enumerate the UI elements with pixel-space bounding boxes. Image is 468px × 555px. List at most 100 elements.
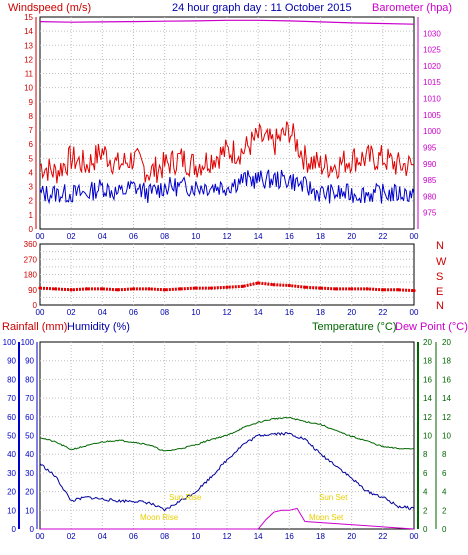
x-tick-label: 22 (378, 532, 387, 541)
x-tick-label: 16 (285, 532, 294, 541)
average-wind-line (39, 169, 415, 205)
barometer-tick-label: 1000 (423, 127, 441, 136)
dewpoint-tick-label: 4 (442, 488, 447, 497)
x-tick-label: 18 (316, 532, 325, 541)
temperature-tick-label: 14 (423, 394, 432, 403)
direction-point (318, 286, 323, 290)
x-tick-label: 22 (378, 232, 387, 241)
direction-point (131, 287, 136, 291)
rainfall-tick-label: 60 (7, 413, 16, 422)
temperature-tick-label: 6 (423, 469, 428, 478)
direction-point (240, 284, 245, 288)
x-tick-label: 22 (378, 308, 387, 317)
humidity-tick-label: 30 (25, 469, 34, 478)
dewpoint-tick-label: 12 (442, 413, 451, 422)
windspeed-tick-label: 13 (24, 41, 33, 50)
x-tick-label: 00 (36, 308, 45, 317)
windspeed-tick-label: 11 (25, 70, 34, 79)
x-tick-label: 08 (160, 532, 169, 541)
direction-tick-label: 360 (24, 240, 38, 249)
x-tick-label: 06 (129, 232, 138, 241)
rainfall-line (40, 507, 415, 530)
humidity-tick-label: 50 (25, 432, 34, 441)
direction-point (303, 285, 307, 289)
direction-point (334, 287, 338, 291)
direction-point (69, 288, 73, 292)
sun-set-label: Sun Set (319, 493, 348, 502)
rainfall-tick-label: 10 (7, 506, 16, 515)
barometer-tick-label: 980 (423, 192, 437, 201)
windspeed-tick-label: 2 (29, 197, 34, 206)
direction-point (381, 288, 385, 292)
windspeed-tick-label: 6 (29, 140, 34, 149)
dewpoint-tick-label: 20 (442, 338, 451, 347)
rainfall-tick-label: 40 (7, 450, 16, 459)
direction-point (256, 281, 260, 285)
x-tick-label: 14 (254, 532, 263, 541)
rainfall-tick-label: 30 (7, 469, 16, 478)
moon-set-label: Moon Set (309, 513, 344, 522)
humidity-tick-label: 60 (25, 413, 34, 422)
humidity-tick-label: 0 (30, 525, 35, 534)
x-tick-label: 18 (316, 232, 325, 241)
graph-day-title: 24 hour graph day : 11 October 2015 (172, 2, 352, 14)
humidity-title: Humidity (%) (67, 321, 130, 333)
temperature-tick-label: 4 (423, 488, 428, 497)
temperature-tick-label: 0 (423, 525, 428, 534)
barometer-tick-label: 1010 (423, 95, 441, 104)
direction-point (147, 287, 151, 291)
x-tick-label: 10 (191, 308, 200, 317)
windspeed-tick-label: 5 (29, 154, 34, 163)
direction-point (85, 287, 89, 291)
x-tick-label: 16 (285, 232, 294, 241)
direction-point (396, 288, 401, 292)
x-tick-label: 14 (254, 308, 263, 317)
windspeed-tick-label: 14 (24, 27, 33, 36)
rainfall-tick-label: 0 (12, 525, 17, 534)
rainfall-tick-label: 100 (3, 338, 17, 347)
direction-label-s: S (436, 271, 443, 283)
direction-point (225, 285, 229, 289)
direction-point (163, 288, 167, 292)
x-tick-label: 02 (67, 232, 76, 241)
direction-label-w: W (436, 256, 447, 268)
dewpoint-tick-label: 0 (442, 525, 447, 534)
temperature-line (39, 416, 415, 452)
direction-label-e: E (436, 286, 443, 298)
direction-tick-label: 0 (33, 301, 38, 310)
direction-point (272, 283, 276, 287)
rainfall-tick-label: 50 (7, 432, 16, 441)
rainfall-tick-label: 90 (7, 357, 16, 366)
humidity-tick-label: 70 (25, 394, 34, 403)
humidity-tick-label: 40 (25, 450, 34, 459)
windspeed-tick-label: 7 (29, 126, 34, 135)
dewpoint-tick-label: 6 (442, 469, 447, 478)
x-tick-label: 04 (98, 308, 107, 317)
direction-tick-label: 90 (28, 286, 37, 295)
x-tick-label: 08 (160, 232, 169, 241)
direction-point (178, 287, 182, 291)
barometer-tick-label: 985 (423, 176, 437, 185)
windspeed-tick-label: 15 (24, 13, 33, 22)
dewpoint-tick-label: 14 (442, 394, 451, 403)
barometer-tick-label: 1015 (423, 78, 441, 87)
direction-tick-label: 270 (24, 255, 38, 264)
x-tick-label: 14 (254, 232, 263, 241)
humidity-line (39, 432, 415, 512)
moon-rise-label: Moon Rise (140, 513, 179, 522)
x-tick-label: 18 (316, 308, 325, 317)
x-tick-label: 12 (223, 532, 232, 541)
direction-point (209, 286, 214, 290)
windspeed-tick-label: 0 (29, 225, 34, 234)
x-tick-label: 00 (410, 232, 419, 241)
humidity-tick-label: 100 (21, 338, 35, 347)
humidity-tick-label: 10 (25, 506, 34, 515)
temperature-tick-label: 8 (423, 450, 428, 459)
temperature-tick-label: 12 (423, 413, 432, 422)
windspeed-tick-label: 9 (29, 98, 34, 107)
rainfall-tick-label: 70 (7, 394, 16, 403)
barometer-title: Barometer (hpa) (372, 2, 452, 14)
barometer-tick-label: 975 (423, 209, 437, 218)
barometer-tick-label: 1030 (423, 29, 441, 38)
